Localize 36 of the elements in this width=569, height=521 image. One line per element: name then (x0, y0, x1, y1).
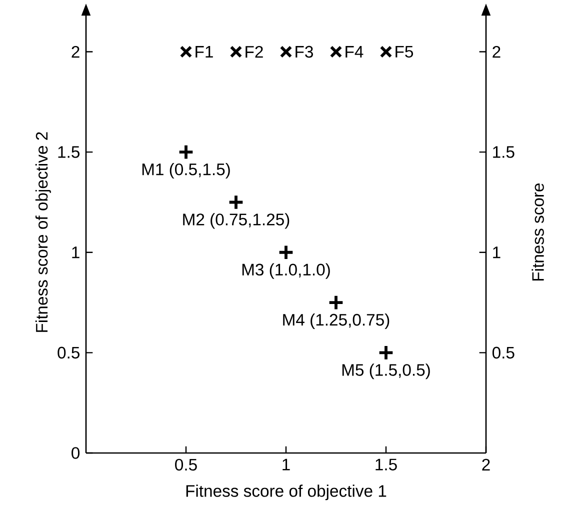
point (278, 244, 294, 261)
annotation: M5 (1.5,0.5) (342, 364, 430, 380)
point (178, 144, 194, 160)
annotation: M4 (1.25,0.75) (283, 313, 390, 329)
y2-tick-label: 1 (493, 246, 500, 258)
y-axis-title: Fitness score of objective 2 (35, 132, 51, 332)
point (330, 46, 342, 58)
annotation: F4 (346, 46, 364, 58)
annotation: F5 (396, 46, 414, 58)
x-tick-label: 2 (482, 458, 490, 470)
annotation: F1 (196, 46, 213, 58)
annotation: F2 (246, 46, 263, 58)
y-tick-label: 0 (72, 447, 80, 459)
annotation: M2 (0.75,1.25) (183, 213, 290, 229)
point (380, 46, 392, 58)
y2-tick-label: 2 (492, 46, 500, 58)
x-tick-label: 0.5 (175, 458, 197, 471)
y2-tick-label: 0.5 (492, 346, 514, 359)
y2-axis-title: Fitness score (532, 184, 544, 281)
point (378, 344, 394, 361)
x-tick-label: 1.5 (376, 458, 397, 470)
point (230, 46, 242, 58)
point (280, 46, 292, 58)
annotation: M3 (1.0,1.0) (242, 263, 330, 279)
y-tick-label: 1.5 (58, 146, 80, 158)
y-tick-label: 0.5 (58, 346, 80, 359)
annotation: M1 (0.5,1.5) (142, 163, 230, 179)
point (180, 46, 192, 58)
y-tick-label: 2 (72, 46, 80, 58)
y2-tick-label: 1.5 (493, 146, 514, 158)
point (228, 194, 244, 210)
annotation: F3 (296, 46, 313, 58)
x-axis-title: Fitness score of objective 1 (186, 484, 386, 500)
point (328, 294, 344, 311)
y-tick-label: 1 (72, 246, 80, 258)
x-tick-label: 1 (282, 458, 290, 470)
